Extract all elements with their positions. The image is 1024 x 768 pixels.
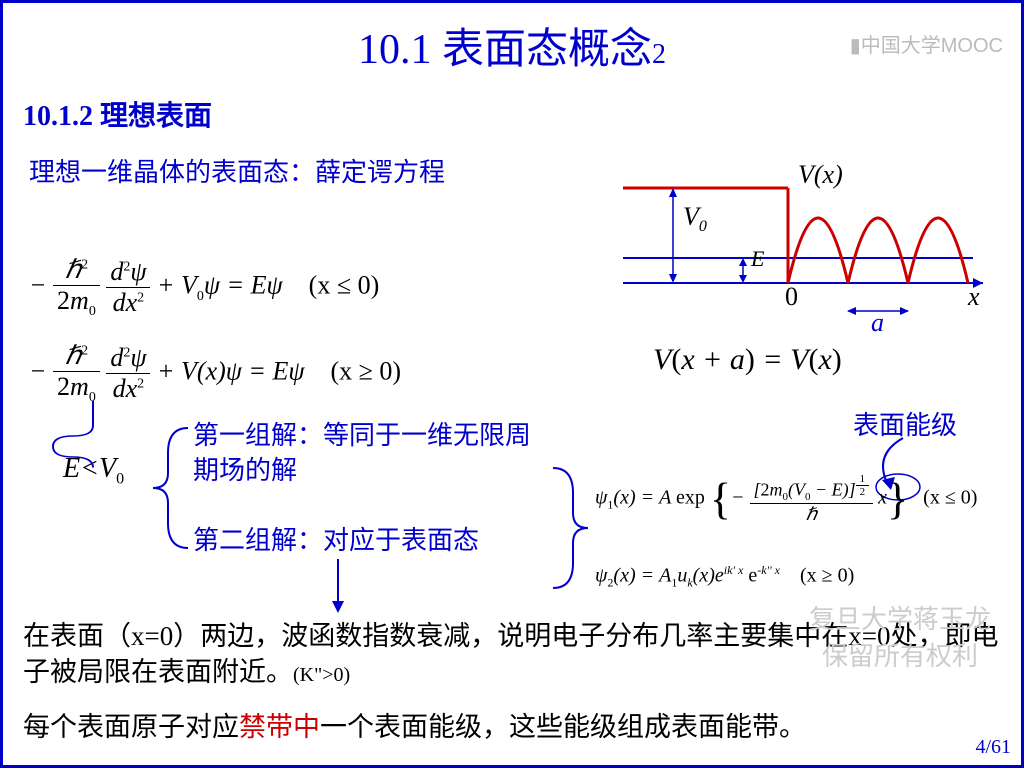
solution-2: 第二组解：对应于表面态 xyxy=(193,523,479,558)
para2-b: 一个表面能级，这些能级组成表面能带。 xyxy=(320,712,806,742)
psi-1: ψ1(x) = A exp {− [2m0(V0 − E)]12ℏ x} (x … xyxy=(595,473,977,525)
watermark-copyright: 复旦大学蒋玉龙 保留所有权利 xyxy=(809,602,991,675)
periodic-eq: V(x + a) = V(x) xyxy=(653,343,842,377)
potential-plot: V(x) V0 E 0 x a xyxy=(613,163,993,333)
svg-text:E: E xyxy=(750,246,765,271)
watermark-mooc: ▮中国大学MOOC xyxy=(850,29,1003,58)
eq2-condition: (x ≥ 0) xyxy=(331,357,402,386)
page-number: 4/61 xyxy=(975,736,1011,759)
schrodinger-eq-1: − ℏ22m0 d2ψdx2 + V0ψ = Eψ (x ≤ 0) xyxy=(29,255,379,320)
wm-l2: 保留所有权利 xyxy=(809,639,991,675)
para1-k: (K">0) xyxy=(293,664,350,686)
solution-1: 第一组解：等同于一维无限周期场的解 xyxy=(193,418,553,488)
slide: 10.1 表面态概念2 ▮中国大学MOOC 10.1.2 理想表面 理想一维晶体… xyxy=(0,0,1024,768)
title-sub: 2 xyxy=(652,39,666,70)
title-main: 10.1 表面态概念 xyxy=(358,27,652,73)
psi2-cond: (x ≥ 0) xyxy=(800,565,854,587)
para2-a: 每个表面原子对应 xyxy=(23,712,239,742)
svg-text:x: x xyxy=(967,282,980,311)
wm-l1: 复旦大学蒋玉龙 xyxy=(809,602,991,638)
svg-text:a: a xyxy=(871,308,884,333)
psi1-cond: (x ≤ 0) xyxy=(923,487,977,509)
svg-text:0: 0 xyxy=(785,282,798,311)
schrodinger-eq-2: − ℏ22m0 d2ψdx2 + V(x)ψ = Eψ (x ≥ 0) xyxy=(29,341,401,406)
para-bands: 每个表面原子对应禁带中一个表面能级，这些能级组成表面能带。 xyxy=(23,709,1013,745)
para2-red: 禁带中 xyxy=(239,712,320,742)
brace-psi xyxy=(543,463,603,593)
psi-2: ψ2(x) = A1uk(x)eik' x e-k'' x (x ≥ 0) xyxy=(595,563,854,591)
svg-text:V(x): V(x) xyxy=(798,163,843,189)
arrow-down xyxy=(323,559,353,619)
section-heading: 10.1.2 理想表面 xyxy=(23,94,1021,134)
eq1-condition: (x ≤ 0) xyxy=(309,271,380,300)
svg-text:V0: V0 xyxy=(683,202,707,235)
